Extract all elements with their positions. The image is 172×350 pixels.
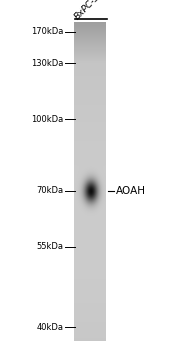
Text: AOAH: AOAH (116, 186, 146, 196)
Text: 70kDa: 70kDa (36, 186, 64, 195)
Text: BxPC-3: BxPC-3 (73, 0, 102, 22)
Text: 100kDa: 100kDa (31, 114, 64, 124)
Text: 40kDa: 40kDa (37, 323, 64, 332)
Text: 170kDa: 170kDa (31, 27, 64, 36)
Text: 130kDa: 130kDa (31, 58, 64, 68)
Text: 55kDa: 55kDa (37, 242, 64, 251)
